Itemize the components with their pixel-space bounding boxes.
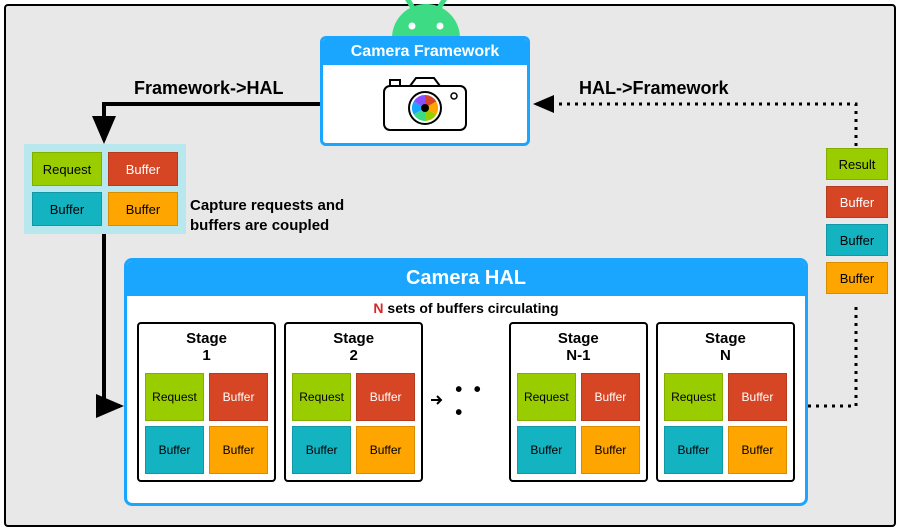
tile-buffer: Buffer — [581, 373, 640, 421]
camera-framework-title: Camera Framework — [323, 39, 527, 65]
arrow-fw-to-hal — [104, 104, 320, 140]
camera-hal-subtitle: N sets of buffers circulating — [127, 300, 805, 316]
tile-buffer: Buffer — [728, 373, 787, 421]
stages-row: Stage1RequestBufferBufferBufferStage2Req… — [127, 316, 805, 492]
stage-box: Stage1RequestBufferBufferBuffer — [137, 322, 276, 482]
stage-title: StageN — [658, 324, 793, 367]
tile-buffer: Buffer — [728, 426, 787, 474]
arrow-hal-to-fw-dotted-2 — [536, 104, 856, 146]
tile-buffer: Buffer — [664, 426, 723, 474]
camera-framework-box: Camera Framework — [320, 36, 530, 146]
camera-icon — [323, 65, 527, 141]
result-stack: Result Buffer Buffer Buffer — [826, 148, 888, 300]
tile-result: Result — [826, 148, 888, 180]
stage-box: Stage2RequestBufferBufferBuffer — [284, 322, 423, 482]
stages-ellipsis: • • • — [453, 379, 501, 425]
label-framework-to-hal: Framework->HAL — [134, 78, 284, 99]
stage-title: Stage2 — [286, 324, 421, 367]
tile-request: Request — [32, 152, 102, 186]
tile-buffer: Buffer — [581, 426, 640, 474]
tile-request: Request — [664, 373, 723, 421]
diagram-canvas: Camera Framework Framework->HA — [4, 4, 896, 527]
label-hal-to-framework: HAL->Framework — [579, 78, 729, 99]
android-icon — [386, 0, 466, 38]
arrow-coupled-to-hal — [104, 234, 120, 406]
tile-buffer: Buffer — [356, 426, 415, 474]
stage-box: StageNRequestBufferBufferBuffer — [656, 322, 795, 482]
tile-buffer: Buffer — [826, 262, 888, 294]
tile-buffer: Buffer — [108, 152, 178, 186]
tile-buffer: Buffer — [356, 373, 415, 421]
arrow-hal-to-fw-dotted — [808, 304, 856, 406]
stage-box: StageN-1RequestBufferBufferBuffer — [509, 322, 648, 482]
tile-buffer: Buffer — [209, 373, 268, 421]
tile-buffer: Buffer — [145, 426, 204, 474]
coupled-caption: Capture requests and buffers are coupled — [190, 196, 380, 235]
camera-hal-box: Camera HAL N sets of buffers circulating… — [124, 258, 808, 506]
tile-buffer: Buffer — [209, 426, 268, 474]
tile-buffer: Buffer — [826, 186, 888, 218]
stage-title: Stage1 — [139, 324, 274, 367]
tile-buffer: Buffer — [826, 224, 888, 256]
tile-buffer: Buffer — [32, 192, 102, 226]
coupled-request-box: RequestBufferBufferBuffer — [24, 144, 186, 234]
camera-hal-title: Camera HAL — [127, 261, 805, 296]
tile-buffer: Buffer — [517, 426, 576, 474]
tile-buffer: Buffer — [108, 192, 178, 226]
tile-buffer: Buffer — [292, 426, 351, 474]
tile-request: Request — [292, 373, 351, 421]
tile-request: Request — [145, 373, 204, 421]
inter-stage-arrow — [431, 393, 445, 412]
tile-request: Request — [517, 373, 576, 421]
stage-title: StageN-1 — [511, 324, 646, 367]
